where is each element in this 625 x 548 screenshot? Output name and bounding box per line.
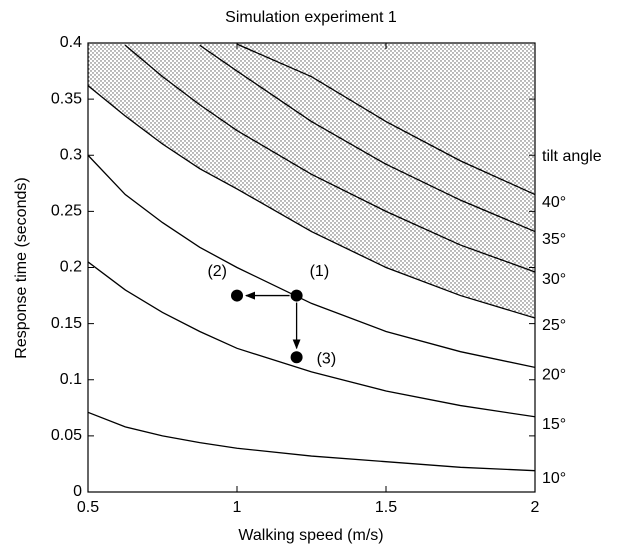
y-tick-label: 0.2 xyxy=(60,259,82,276)
legend-label: 25° xyxy=(542,317,566,334)
point-label: (3) xyxy=(317,351,337,368)
y-tick-label: 0.1 xyxy=(60,371,82,388)
y-tick-label: 0.4 xyxy=(60,34,82,51)
point xyxy=(290,351,303,364)
legend-label: 35° xyxy=(542,231,566,248)
y-tick-label: 0.15 xyxy=(51,315,82,332)
point-label: (2) xyxy=(207,263,227,280)
curve xyxy=(236,43,535,196)
chart-title: Simulation experiment 1 xyxy=(225,9,397,26)
legend-label: 30° xyxy=(542,271,566,288)
x-tick-label: 2 xyxy=(531,499,540,516)
x-tick-label: 0.5 xyxy=(77,499,99,516)
curve xyxy=(88,154,535,369)
legend-title: tilt angle xyxy=(542,148,602,165)
curve xyxy=(199,44,535,233)
y-tick-label: 0 xyxy=(73,483,82,500)
point xyxy=(231,289,243,302)
curve xyxy=(124,44,535,273)
curve xyxy=(88,261,535,418)
y-tick-label: 0.05 xyxy=(51,427,82,444)
point-label: (1) xyxy=(310,263,330,280)
shaded-area xyxy=(88,43,535,319)
x-tick-label: 1 xyxy=(233,499,242,516)
y-tick-label: 0.25 xyxy=(51,203,82,220)
legend-label: 20° xyxy=(542,367,566,384)
legend-label: 15° xyxy=(542,416,566,433)
x-tick-label: 1.5 xyxy=(375,499,397,516)
legend-label: 10° xyxy=(542,470,566,487)
x-axis-label: Walking speed (m/s) xyxy=(238,527,383,544)
y-tick-label: 0.35 xyxy=(51,90,82,107)
y-axis-label: Response time (seconds) xyxy=(13,177,30,358)
curve xyxy=(88,85,535,319)
point xyxy=(290,289,303,302)
curve xyxy=(88,411,535,472)
y-tick-label: 0.3 xyxy=(60,146,82,163)
legend-label: 40° xyxy=(542,194,566,211)
